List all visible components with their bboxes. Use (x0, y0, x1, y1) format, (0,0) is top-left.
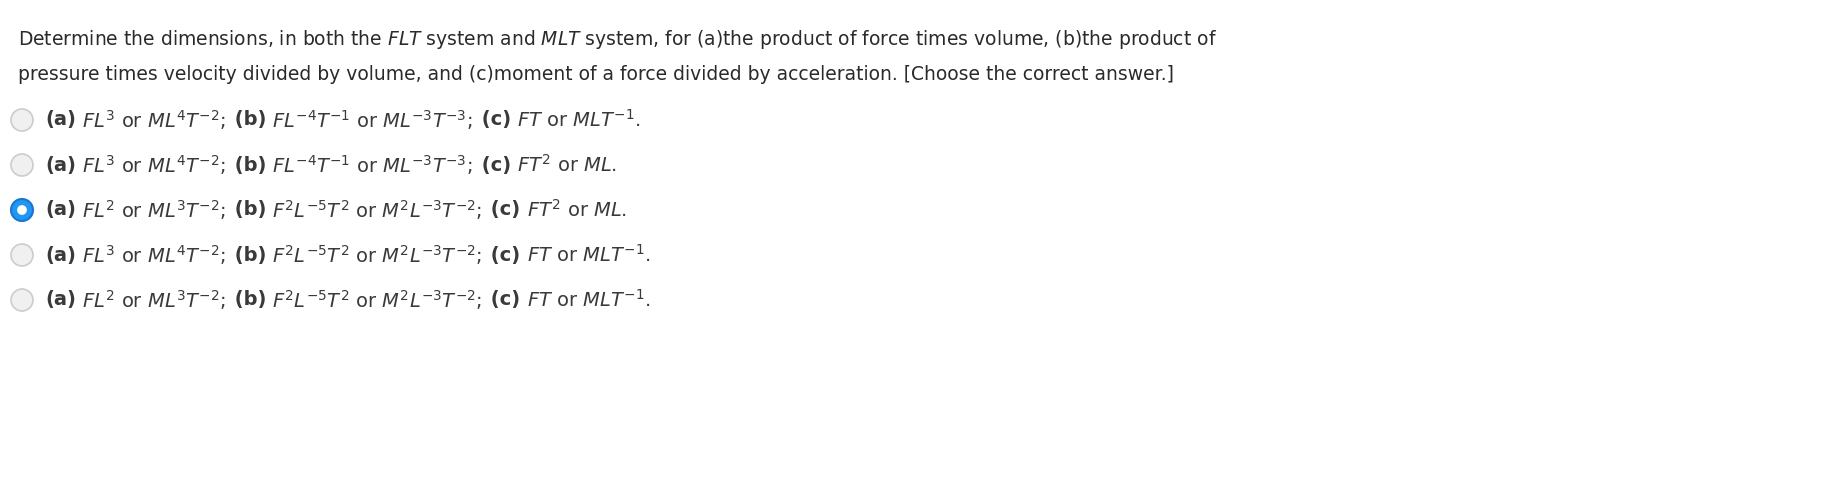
Text: (a): (a) (44, 245, 76, 264)
Text: $F^2L^{-5}T^2$ or $M^2L^{-3}T^{-2}$;: $F^2L^{-5}T^2$ or $M^2L^{-3}T^{-2}$; (266, 243, 484, 267)
Circle shape (11, 154, 33, 176)
Circle shape (11, 289, 33, 311)
Text: (b): (b) (227, 201, 266, 220)
Text: (c): (c) (484, 290, 521, 309)
Circle shape (18, 206, 26, 214)
Text: $FL^3$ or $ML^4T^{-2}$;: $FL^3$ or $ML^4T^{-2}$; (76, 108, 227, 132)
Text: (b): (b) (227, 290, 266, 309)
Text: pressure times velocity divided by volume, and (c)moment of a force divided by a: pressure times velocity divided by volum… (18, 65, 1174, 84)
Text: $F^2L^{-5}T^2$ or $M^2L^{-3}T^{-2}$;: $F^2L^{-5}T^2$ or $M^2L^{-3}T^{-2}$; (266, 198, 484, 222)
Text: (b): (b) (227, 156, 266, 175)
Text: $FL^{-4}T^{-1}$ or $ML^{-3}T^{-3}$;: $FL^{-4}T^{-1}$ or $ML^{-3}T^{-3}$; (266, 108, 474, 132)
Text: $FT^2$ or $ML$.: $FT^2$ or $ML$. (511, 154, 617, 176)
Text: $F^2L^{-5}T^2$ or $M^2L^{-3}T^{-2}$;: $F^2L^{-5}T^2$ or $M^2L^{-3}T^{-2}$; (266, 288, 484, 312)
Text: $FT$ or $MLT^{-1}$.: $FT$ or $MLT^{-1}$. (521, 244, 650, 266)
Text: $FT^2$ or $ML$.: $FT^2$ or $ML$. (521, 199, 626, 221)
Text: $FL^{-4}T^{-1}$ or $ML^{-3}T^{-3}$;: $FL^{-4}T^{-1}$ or $ML^{-3}T^{-3}$; (266, 153, 474, 177)
Text: Determine the dimensions, in both the $\mathit{FLT}$ system and $\mathit{MLT}$ s: Determine the dimensions, in both the $\… (18, 28, 1217, 51)
Text: $FT$ or $MLT^{-1}$.: $FT$ or $MLT^{-1}$. (511, 109, 641, 131)
Text: (a): (a) (44, 290, 76, 309)
Text: (c): (c) (484, 245, 521, 264)
Text: (b): (b) (227, 110, 266, 129)
Circle shape (11, 244, 33, 266)
Text: (a): (a) (44, 156, 76, 175)
Text: (a): (a) (44, 110, 76, 129)
Text: $FL^3$ or $ML^4T^{-2}$;: $FL^3$ or $ML^4T^{-2}$; (76, 153, 227, 177)
Text: $FT$ or $MLT^{-1}$.: $FT$ or $MLT^{-1}$. (521, 289, 650, 311)
Text: (a): (a) (44, 201, 76, 220)
Text: (c): (c) (474, 156, 511, 175)
Circle shape (11, 109, 33, 131)
Text: $FL^2$ or $ML^3T^{-2}$;: $FL^2$ or $ML^3T^{-2}$; (76, 288, 227, 312)
Text: $FL^2$ or $ML^3T^{-2}$;: $FL^2$ or $ML^3T^{-2}$; (76, 198, 227, 222)
Circle shape (11, 199, 33, 221)
Text: (c): (c) (474, 110, 511, 129)
Text: $FL^3$ or $ML^4T^{-2}$;: $FL^3$ or $ML^4T^{-2}$; (76, 243, 227, 267)
Text: (b): (b) (227, 245, 266, 264)
Text: (c): (c) (484, 201, 521, 220)
